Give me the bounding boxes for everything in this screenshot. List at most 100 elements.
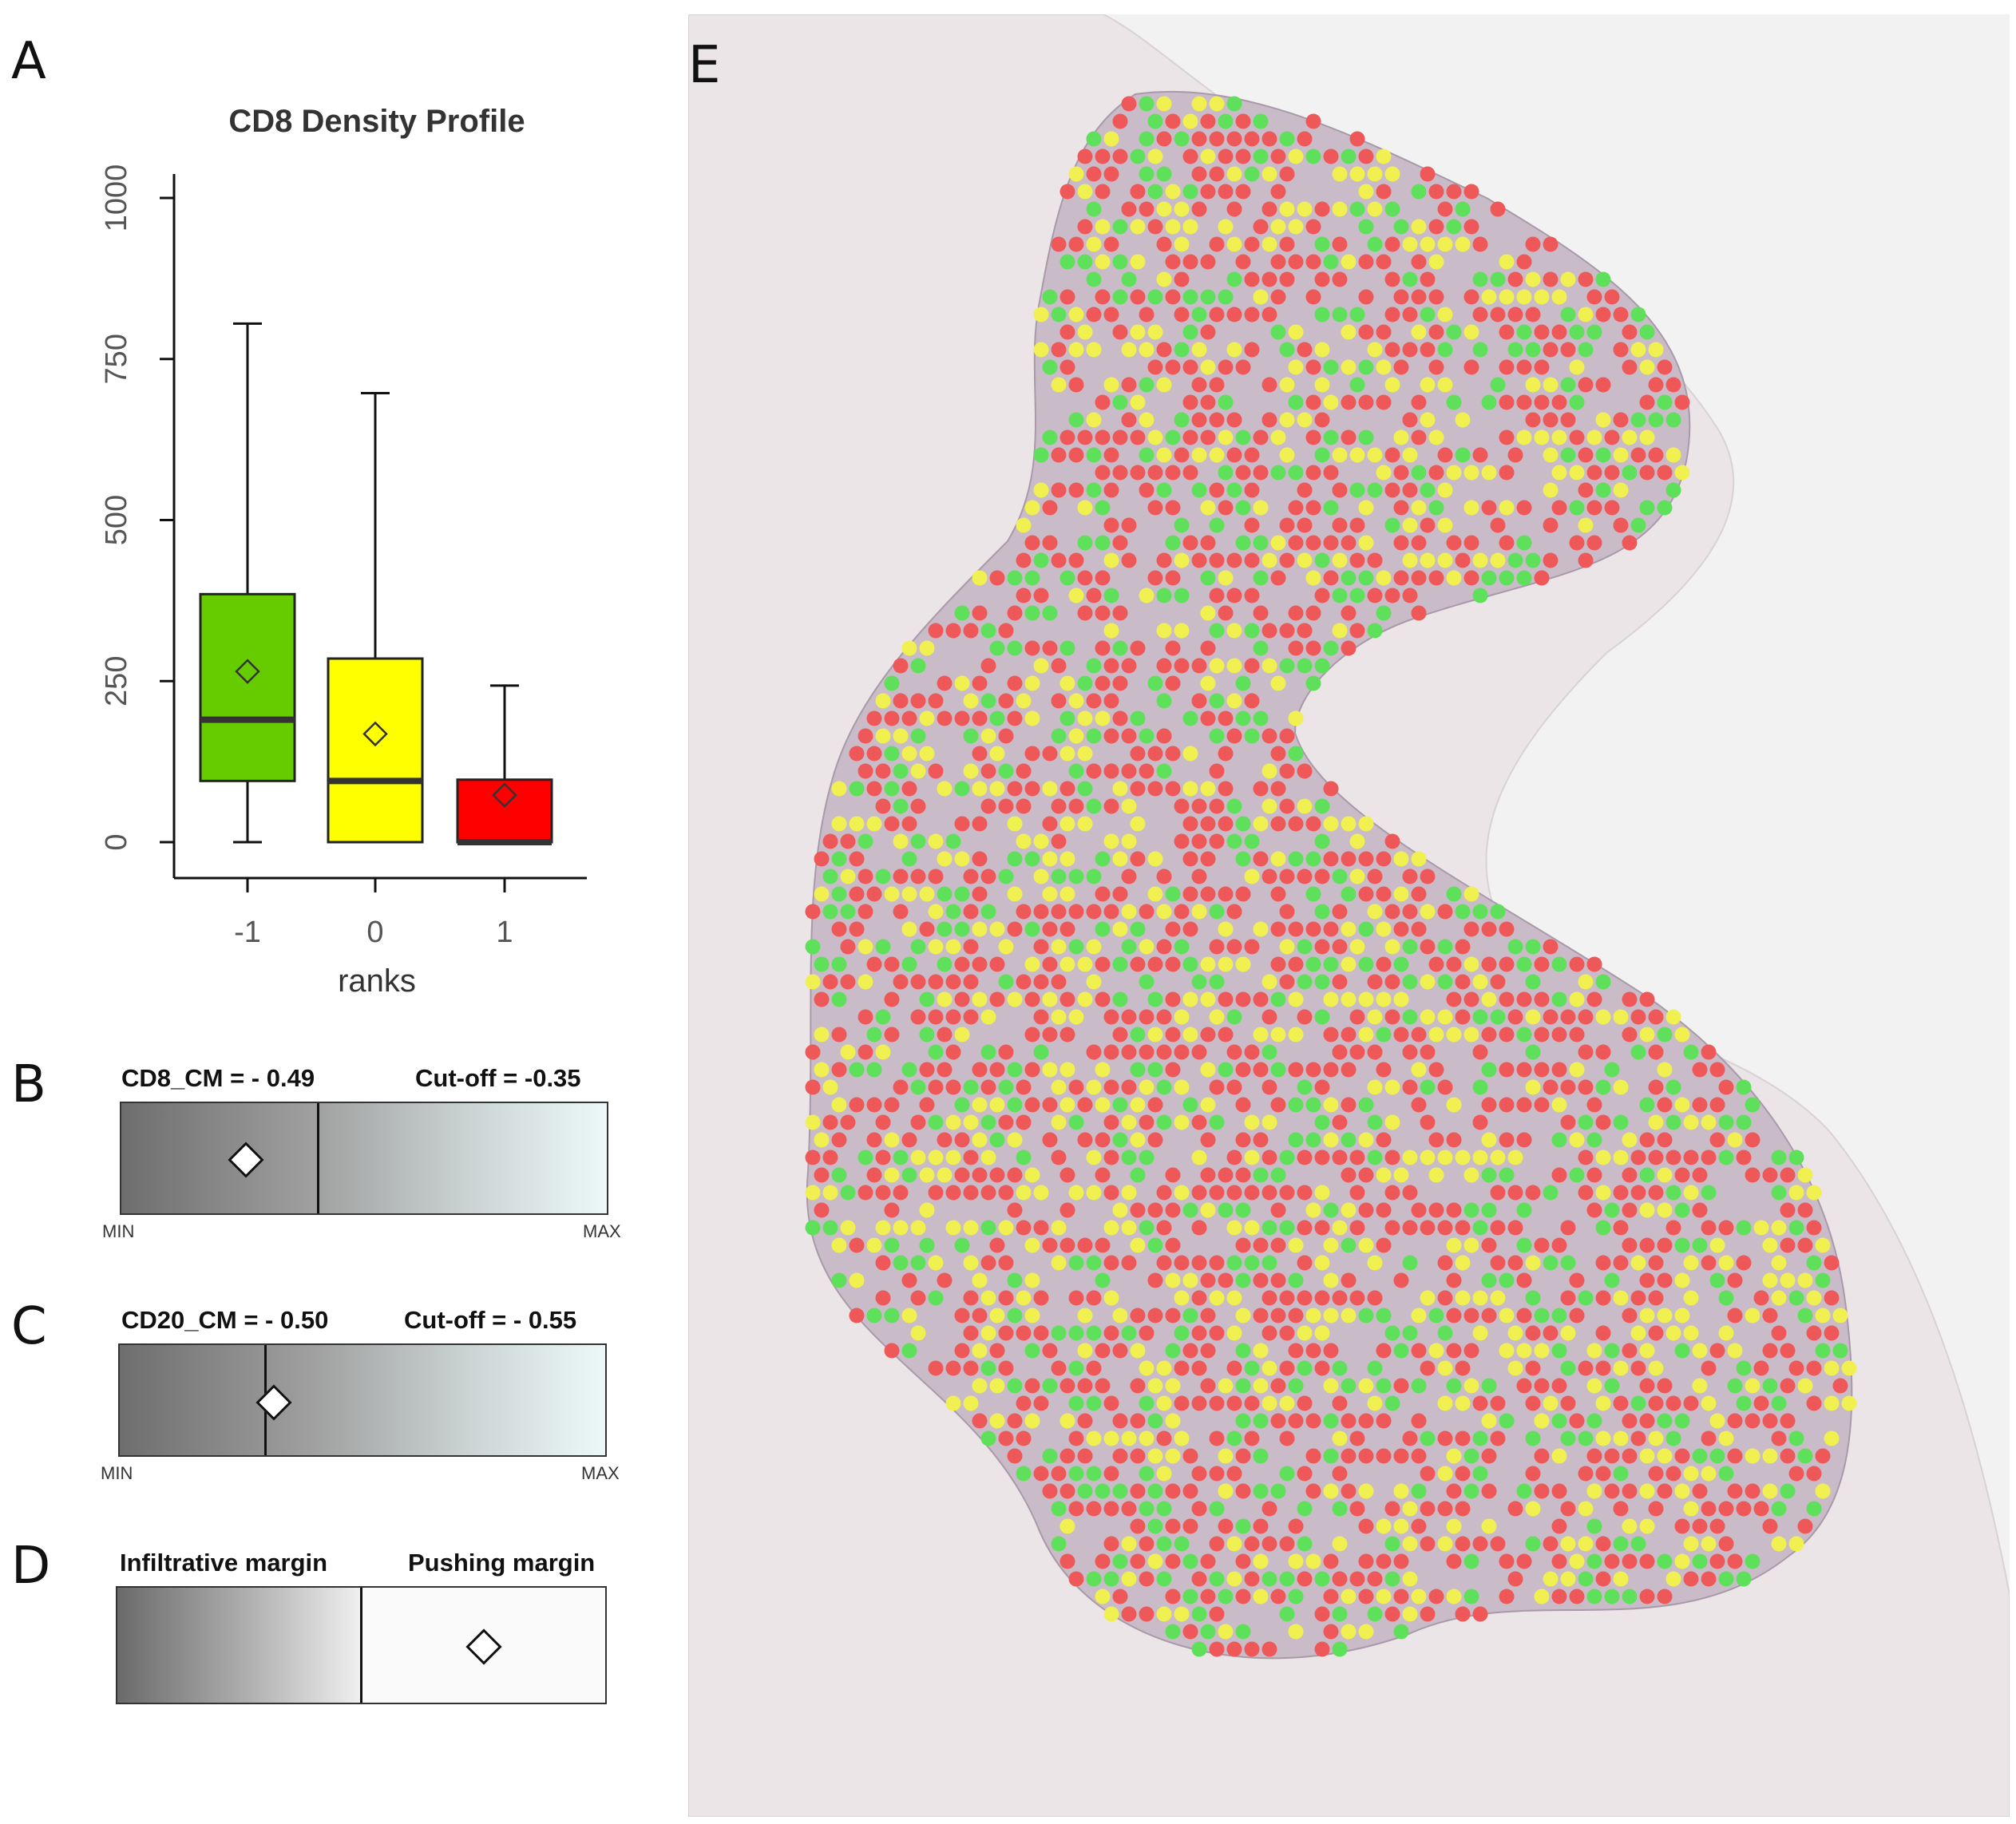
density-spot [1323,1308,1339,1323]
density-spot [1068,798,1084,814]
density-spot [1288,1308,1304,1323]
density-spot [1288,1589,1304,1604]
density-spot [1797,1518,1813,1534]
density-spot [1209,658,1225,674]
density-spot [1569,500,1585,516]
density-spot [884,991,900,1007]
density-spot [1270,289,1286,305]
density-spot [1165,921,1181,937]
density-spot [1288,746,1304,762]
density-spot [1525,1536,1541,1552]
density-spot [884,710,900,726]
density-spot [1709,1272,1725,1288]
density-spot [1121,1430,1137,1446]
density-spot [1103,131,1119,147]
density-spot [1297,412,1313,428]
density-spot [1420,517,1436,533]
density-spot [1165,184,1181,200]
density-spot [1086,1079,1102,1095]
density-spot [980,868,996,884]
density-spot [1086,166,1102,182]
density-spot [1200,1308,1216,1323]
density-spot [1235,710,1251,726]
density-spot [1411,851,1427,867]
density-spot [1762,1308,1778,1323]
density-spot [1139,1114,1155,1130]
density-spot [1455,1290,1471,1306]
density-spot [1358,816,1374,832]
density-spot [1499,1343,1515,1359]
density-spot [1639,1237,1655,1253]
density-spot [1068,1571,1084,1587]
density-spot [1507,552,1523,568]
density-spot [1016,798,1032,814]
density-spot [1393,1027,1409,1043]
density-spot [1516,1308,1532,1323]
density-spot [1297,1536,1313,1552]
density-spot [1727,1308,1743,1323]
density-spot [1578,271,1594,287]
density-spot [1525,1360,1541,1376]
density-spot [1323,1027,1339,1043]
density-spot [1788,1360,1804,1376]
density-spot [1551,1132,1567,1148]
density-spot [1068,1360,1084,1376]
density-spot [1279,1360,1295,1376]
density-spot [1481,921,1497,937]
density-spot [1218,710,1234,726]
density-spot [893,1255,909,1271]
density-spot [998,728,1014,744]
density-spot [1323,1624,1339,1640]
density-spot [1244,1185,1260,1201]
density-spot [1534,991,1550,1007]
density-spot [1463,1237,1479,1253]
density-spot [1569,1308,1585,1323]
density-spot [1156,1220,1172,1236]
density-spot [1499,1027,1515,1043]
density-spot [1560,271,1576,287]
density-spot [972,956,988,972]
density-spot [1516,535,1532,551]
density-spot [980,1220,996,1236]
density-spot [1288,1097,1304,1113]
density-spot [1595,307,1611,322]
density-spot [1323,1413,1339,1429]
density-spot [1139,1009,1155,1025]
density-spot [1261,307,1277,322]
density-spot [1112,675,1128,691]
density-spot [1139,1044,1155,1060]
density-spot [1095,1237,1111,1253]
density-spot [1701,1114,1717,1130]
density-spot [1270,886,1286,902]
density-spot [840,974,856,990]
density-spot [1051,1255,1067,1271]
density-spot [1174,939,1190,955]
density-spot [1051,1009,1067,1025]
density-spot [1428,429,1444,445]
density-spot [1683,1290,1699,1306]
density-spot [910,728,926,744]
density-spot [1007,1132,1023,1148]
density-spot [972,1308,988,1323]
density-spot [1384,904,1400,920]
density-spot [1736,1149,1752,1165]
density-spot [1147,324,1163,340]
density-spot [1095,254,1111,270]
density-spot [1147,1272,1163,1288]
density-spot [1455,1430,1471,1446]
density-spot [1139,974,1155,990]
density-spot [1121,728,1137,744]
density-spot [1525,1079,1541,1095]
density-spot [1490,1185,1506,1201]
density-spot [1446,394,1462,410]
density-spot [1753,1395,1769,1411]
density-spot [1657,1167,1673,1183]
density-spot [954,991,970,1007]
density-spot [1200,886,1216,902]
density-spot [1384,166,1400,182]
density-spot [1586,535,1602,551]
density-spot [1068,1325,1084,1341]
chart-title: CD8 Density Profile [228,104,525,139]
density-spot [1191,798,1207,814]
density-spot [1147,570,1163,586]
